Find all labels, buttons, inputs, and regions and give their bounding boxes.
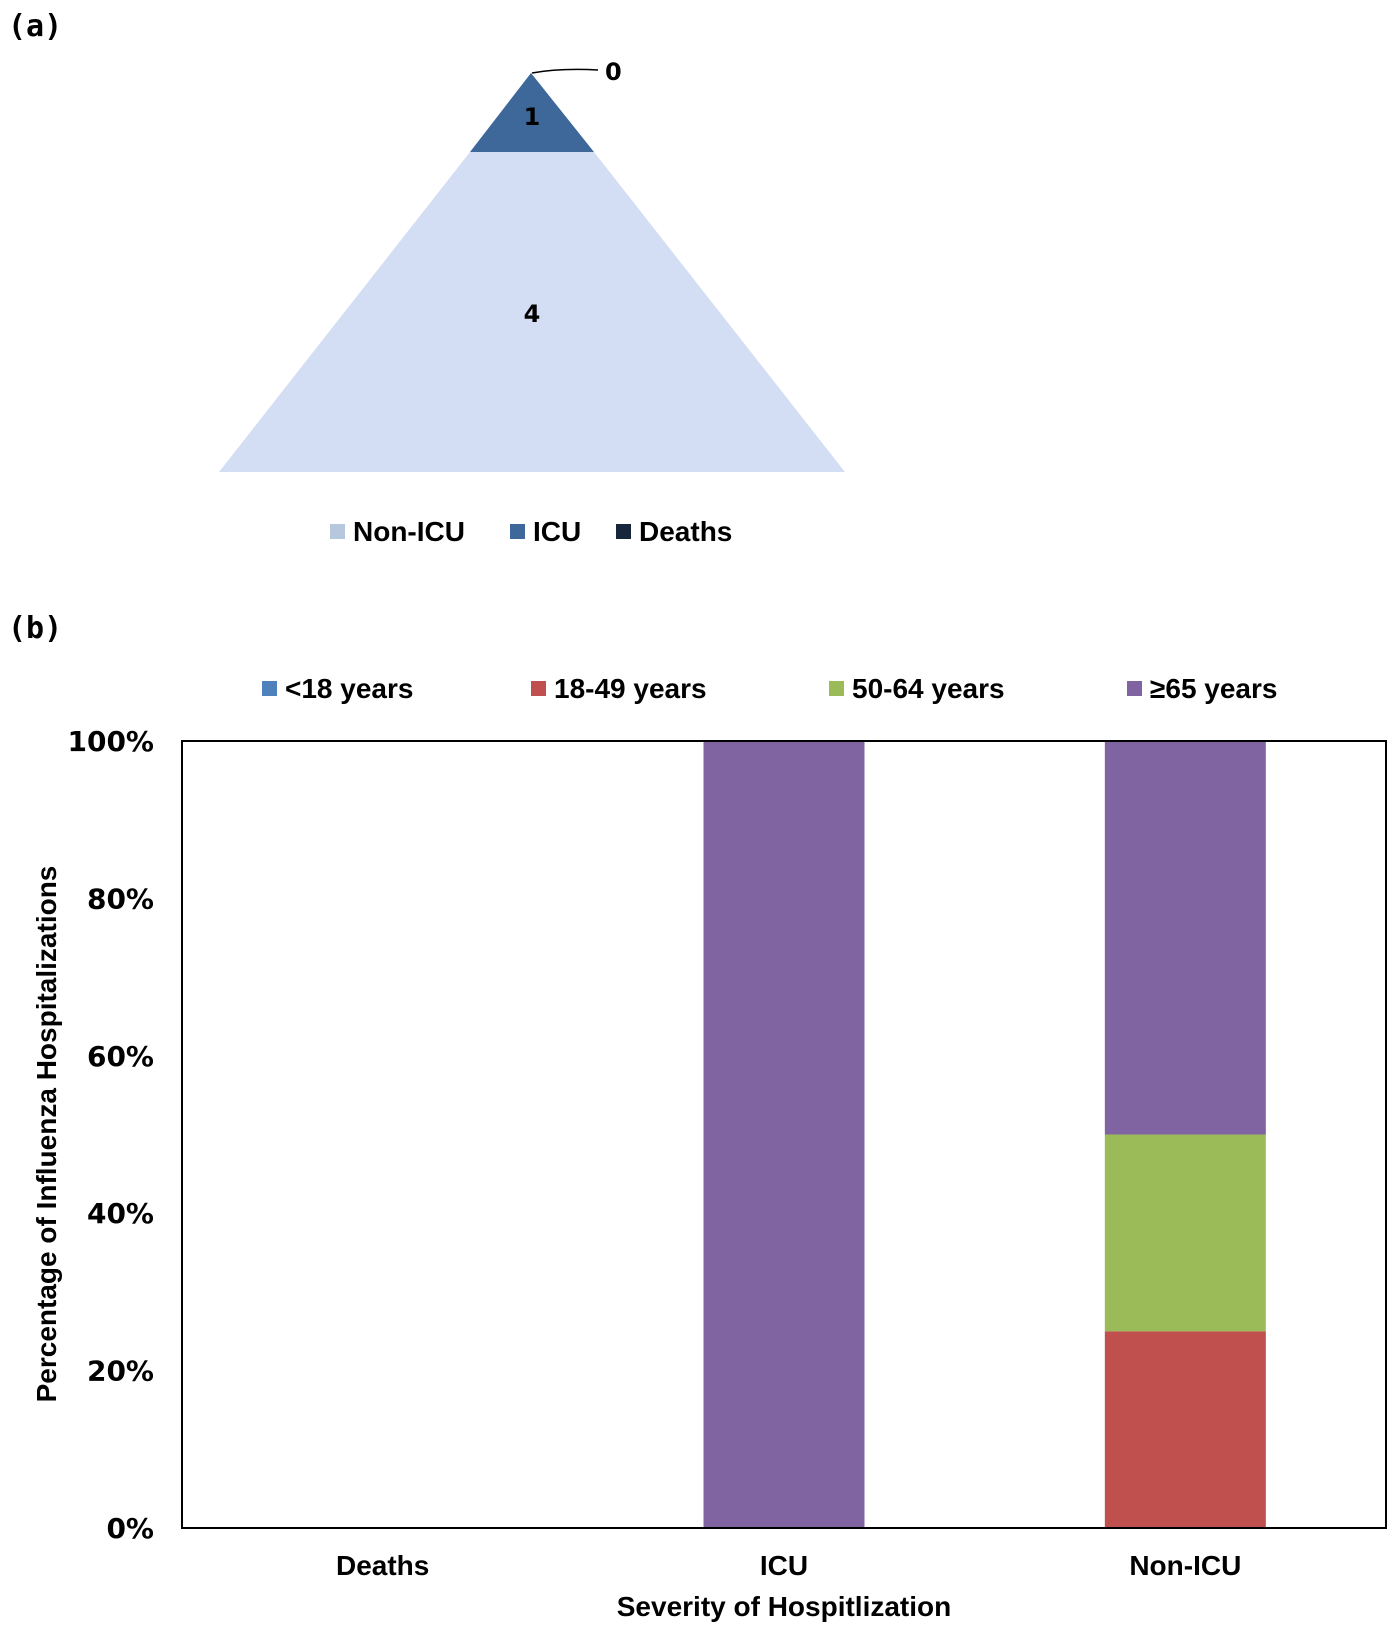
- legend-label-65-plus: ≥65 years: [1150, 673, 1277, 704]
- legend-swatch-65-plus: [1127, 681, 1142, 696]
- y-tick-label: 60%: [87, 1040, 154, 1073]
- pyramid-legend: Non-ICU ICU Deaths: [330, 516, 732, 547]
- legend-swatch-18-49: [531, 681, 546, 696]
- deaths-leader-line: [531, 68, 599, 74]
- pyramid-chart: 0 1 4: [219, 58, 845, 472]
- y-tick-label: 20%: [87, 1355, 154, 1388]
- pyramid-level-non-icu: [219, 152, 845, 472]
- pyramid-legend-item-icu: ICU: [510, 516, 581, 547]
- x-axis-label: Severity of Hospitlization: [617, 1591, 952, 1622]
- legend-swatch-non-icu: [330, 524, 345, 539]
- bar-non-icu-ge65-years: [1104, 741, 1266, 1135]
- bar-legend-item-65-plus: ≥65 years: [1127, 673, 1277, 704]
- pyramid-label-deaths: 0: [605, 58, 622, 86]
- y-tick-label: 40%: [87, 1197, 154, 1230]
- x-tick-label-icu: ICU: [760, 1550, 808, 1581]
- y-tick-label: 100%: [67, 725, 154, 758]
- bar-legend-item-50-64: 50-64 years: [829, 673, 1005, 704]
- x-tick-labels: Deaths ICU Non-ICU: [336, 1550, 1241, 1581]
- bar-non-icu-18-49-years: [1104, 1331, 1266, 1528]
- legend-label-under-18: <18 years: [285, 673, 413, 704]
- y-axis-label: Percentage of Influenza Hospitalizations: [31, 866, 62, 1403]
- pyramid-legend-item-non-icu: Non-ICU: [330, 516, 465, 547]
- pyramid-label-icu: 1: [524, 103, 541, 131]
- legend-swatch-deaths: [616, 524, 631, 539]
- x-tick-label-non-icu: Non-ICU: [1129, 1550, 1241, 1581]
- x-tick-label-deaths: Deaths: [336, 1550, 429, 1581]
- y-tick-labels: 0% 20% 40% 60% 80% 100%: [67, 725, 154, 1545]
- bar-non-icu-50-64-years: [1104, 1134, 1266, 1332]
- pyramid-legend-item-deaths: Deaths: [616, 516, 732, 547]
- bar-legend: <18 years 18-49 years 50-64 years ≥65 ye…: [262, 673, 1277, 704]
- legend-label-non-icu: Non-ICU: [353, 516, 465, 547]
- bar-legend-item-under-18: <18 years: [262, 673, 413, 704]
- plot-frame: [181, 740, 1387, 1529]
- legend-label-deaths: Deaths: [639, 516, 732, 547]
- legend-label-18-49: 18-49 years: [554, 673, 707, 704]
- bar-icu-ge65-years: [703, 741, 865, 1528]
- legend-swatch-icu: [510, 524, 525, 539]
- bar-chart: 0% 20% 40% 60% 80% 100% Deaths ICU Non-ICU Seve…: [31, 725, 1387, 1622]
- bar-marks: [703, 741, 1266, 1528]
- legend-label-50-64: 50-64 years: [852, 673, 1005, 704]
- legend-swatch-50-64: [829, 681, 844, 696]
- pyramid-label-non-icu: 4: [524, 300, 541, 328]
- y-tick-label: 0%: [106, 1512, 154, 1545]
- pyramid-level-icu: [470, 73, 594, 152]
- legend-label-icu: ICU: [533, 516, 581, 547]
- legend-swatch-under-18: [262, 681, 277, 696]
- panel-b-label: (b): [8, 611, 62, 646]
- y-tick-label: 80%: [87, 882, 154, 915]
- panel-a-label: (a): [8, 9, 62, 44]
- bar-legend-item-18-49: 18-49 years: [531, 673, 707, 704]
